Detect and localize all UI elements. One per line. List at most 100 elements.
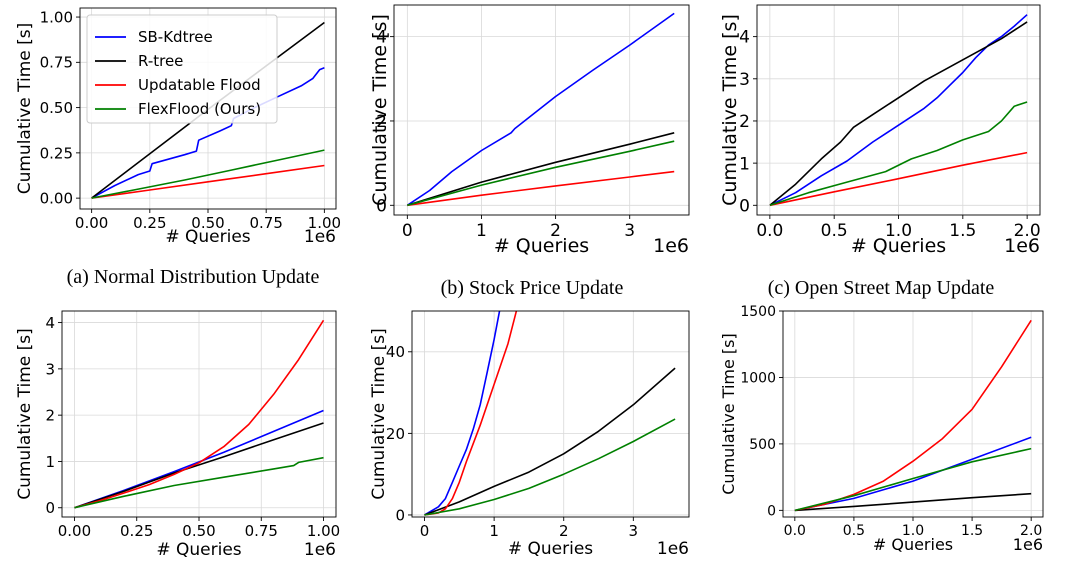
series-line-r-tree (794, 492, 1032, 512)
x-tick-label: 0.25 (133, 214, 166, 232)
x-tick-label: 0.50 (182, 522, 215, 540)
series-line-flexflood-ours (74, 456, 324, 509)
caption-a: (a) Normal Distribution Update (67, 266, 320, 288)
x-axis-label: # Queries (873, 535, 953, 554)
series-line-flexflood-ours (769, 101, 1028, 207)
y-tick-label: 3 (739, 70, 750, 90)
x-tick-label: 0 (420, 522, 430, 540)
x-axis-label: # Queries (508, 539, 593, 559)
x-tick-label: 0.00 (58, 522, 91, 540)
series-line-updatable-flood (769, 151, 1028, 207)
y-axis-label: Cumulative Time [s] (15, 23, 35, 195)
series-line-flexflood-ours (424, 418, 676, 516)
y-tick-label: 0 (376, 196, 387, 216)
x-tick-label: 0.5 (821, 221, 848, 241)
series-line-sb-kdtree (424, 311, 501, 516)
y-tick-label: 0.25 (40, 144, 73, 162)
legend-box (86, 14, 278, 124)
series-line-updatable-flood (407, 170, 675, 207)
series-line-r-tree (407, 132, 675, 207)
y-tick-label: 2 (739, 112, 750, 132)
chart-1: 0.00 0.25 0.50 0.75 1.00 0.00 0.25 0.50 0.75 1.00… (15, 7, 341, 247)
x-offset-multiplier: 1e6 (1004, 235, 1040, 257)
x-offset-multiplier: 1e6 (1013, 535, 1043, 554)
legend-entry: Updatable Flood (138, 76, 261, 94)
series-line-updatable-flood (424, 311, 518, 516)
x-axis-label: # Queries (494, 235, 589, 257)
y-tick-label: 1.00 (40, 8, 73, 26)
y-axis-label: Cumulative Time [s] (369, 328, 389, 500)
x-tick-label: 0.75 (249, 214, 282, 232)
x-tick-label: 1.0 (902, 523, 924, 539)
x-offset-multiplier: 1e6 (653, 235, 689, 257)
y-tick-label: 0 (739, 196, 750, 216)
x-tick-label: 2 (550, 221, 561, 241)
x-axis-label: # Queries (156, 540, 241, 560)
x-tick-label: 1.00 (307, 522, 340, 540)
x-tick-label: 1.5 (949, 221, 976, 241)
x-tick-label: 3 (629, 522, 639, 540)
x-tick-label: 0.5 (843, 523, 865, 539)
y-tick-label: 0.00 (40, 190, 73, 208)
x-tick-label: 1 (489, 522, 499, 540)
y-tick-label: 0 (395, 506, 405, 524)
y-axis-label: Cumulative Time [s] (369, 14, 391, 206)
y-tick-label: 500 (749, 437, 776, 453)
series-line-flexflood-ours (91, 149, 325, 199)
series-line-flexflood-ours (794, 447, 1032, 512)
caption-b: (b) Stock Price Update (441, 277, 624, 299)
x-tick-label: 2 (559, 522, 569, 540)
x-tick-label: 0.0 (784, 523, 806, 539)
x-axis-label: # Queries (165, 227, 250, 247)
caption-c: (c) Open Street Map Update (768, 277, 995, 299)
y-tick-label: 1500 (740, 304, 776, 320)
series-line-sb-kdtree (769, 14, 1028, 207)
series-line-sb-kdtree (406, 12, 675, 206)
y-tick-label: 3 (45, 360, 55, 378)
y-tick-label: 40 (386, 343, 405, 361)
chart-3: 0.0 0.5 1.0 1.5 2.0 0 1 2 3 4 # Queries Cumulative … (719, 4, 1041, 257)
x-tick-label: 0 (402, 221, 413, 241)
y-tick-label: 1000 (740, 370, 776, 386)
chart-6: 0.0 0.5 1.0 1.5 2.0 0 500 1000 1500 # Queries Cumu… (719, 304, 1044, 554)
y-axis-label: Cumulative Time [s] (719, 333, 738, 494)
series-line-r-tree (424, 367, 676, 516)
x-axis-label: # Queries (851, 235, 946, 257)
legend: SB-Kdtree R-tree Updatable Flood FlexFlood … (86, 14, 278, 124)
x-tick-label: 0.0 (756, 221, 783, 241)
series-line-r-tree (74, 422, 324, 509)
y-axis-label: Cumulative Time [s] (719, 14, 741, 206)
y-tick-label: 0.75 (40, 54, 73, 72)
series-line-sb-kdtree (91, 67, 325, 199)
axes-frame (393, 4, 690, 216)
series-line-sb-kdtree (794, 436, 1032, 512)
chart-2: 0 1 2 3 0 2 4 # Queries Cumulative Time [s] 1e6 (369, 4, 690, 257)
chart-4: 0.00 0.25 0.50 0.75 1.00 0 1 2 3 4 # Queries Cumula… (15, 310, 340, 560)
y-tick-label: 1 (45, 453, 55, 471)
x-tick-label: 2.0 (1020, 523, 1042, 539)
legend-entry: R-tree (138, 52, 183, 70)
x-tick-label: 2.0 (1014, 221, 1041, 241)
legend-entry: SB-Kdtree (138, 28, 213, 46)
series-line-updatable-flood (91, 164, 325, 199)
y-tick-label: 20 (386, 425, 405, 443)
y-tick-label: 2 (376, 112, 387, 132)
x-tick-label: 1.5 (961, 523, 983, 539)
series-line-r-tree (769, 21, 1028, 206)
x-tick-label: 0.50 (191, 214, 224, 232)
chart-5: 0 1 2 3 0 20 40 # Queries Cumulative Time [s] 1e6 (369, 310, 690, 559)
series-line-flexflood-ours (407, 140, 675, 207)
y-tick-label: 4 (45, 314, 55, 332)
x-tick-label: 0.75 (245, 522, 278, 540)
y-tick-label: 2 (45, 407, 55, 425)
y-tick-label: 0 (45, 499, 55, 517)
y-tick-label: 4 (739, 28, 750, 48)
x-tick-label: 1.0 (885, 221, 912, 241)
y-axis-label: Cumulative Time [s] (15, 328, 35, 500)
x-tick-label: 0.00 (75, 214, 108, 232)
x-tick-label: 0.25 (120, 522, 153, 540)
legend-entry: FlexFlood (Ours) (138, 100, 261, 118)
y-tick-label: 1 (739, 154, 750, 174)
x-offset-multiplier: 1e6 (304, 540, 336, 560)
